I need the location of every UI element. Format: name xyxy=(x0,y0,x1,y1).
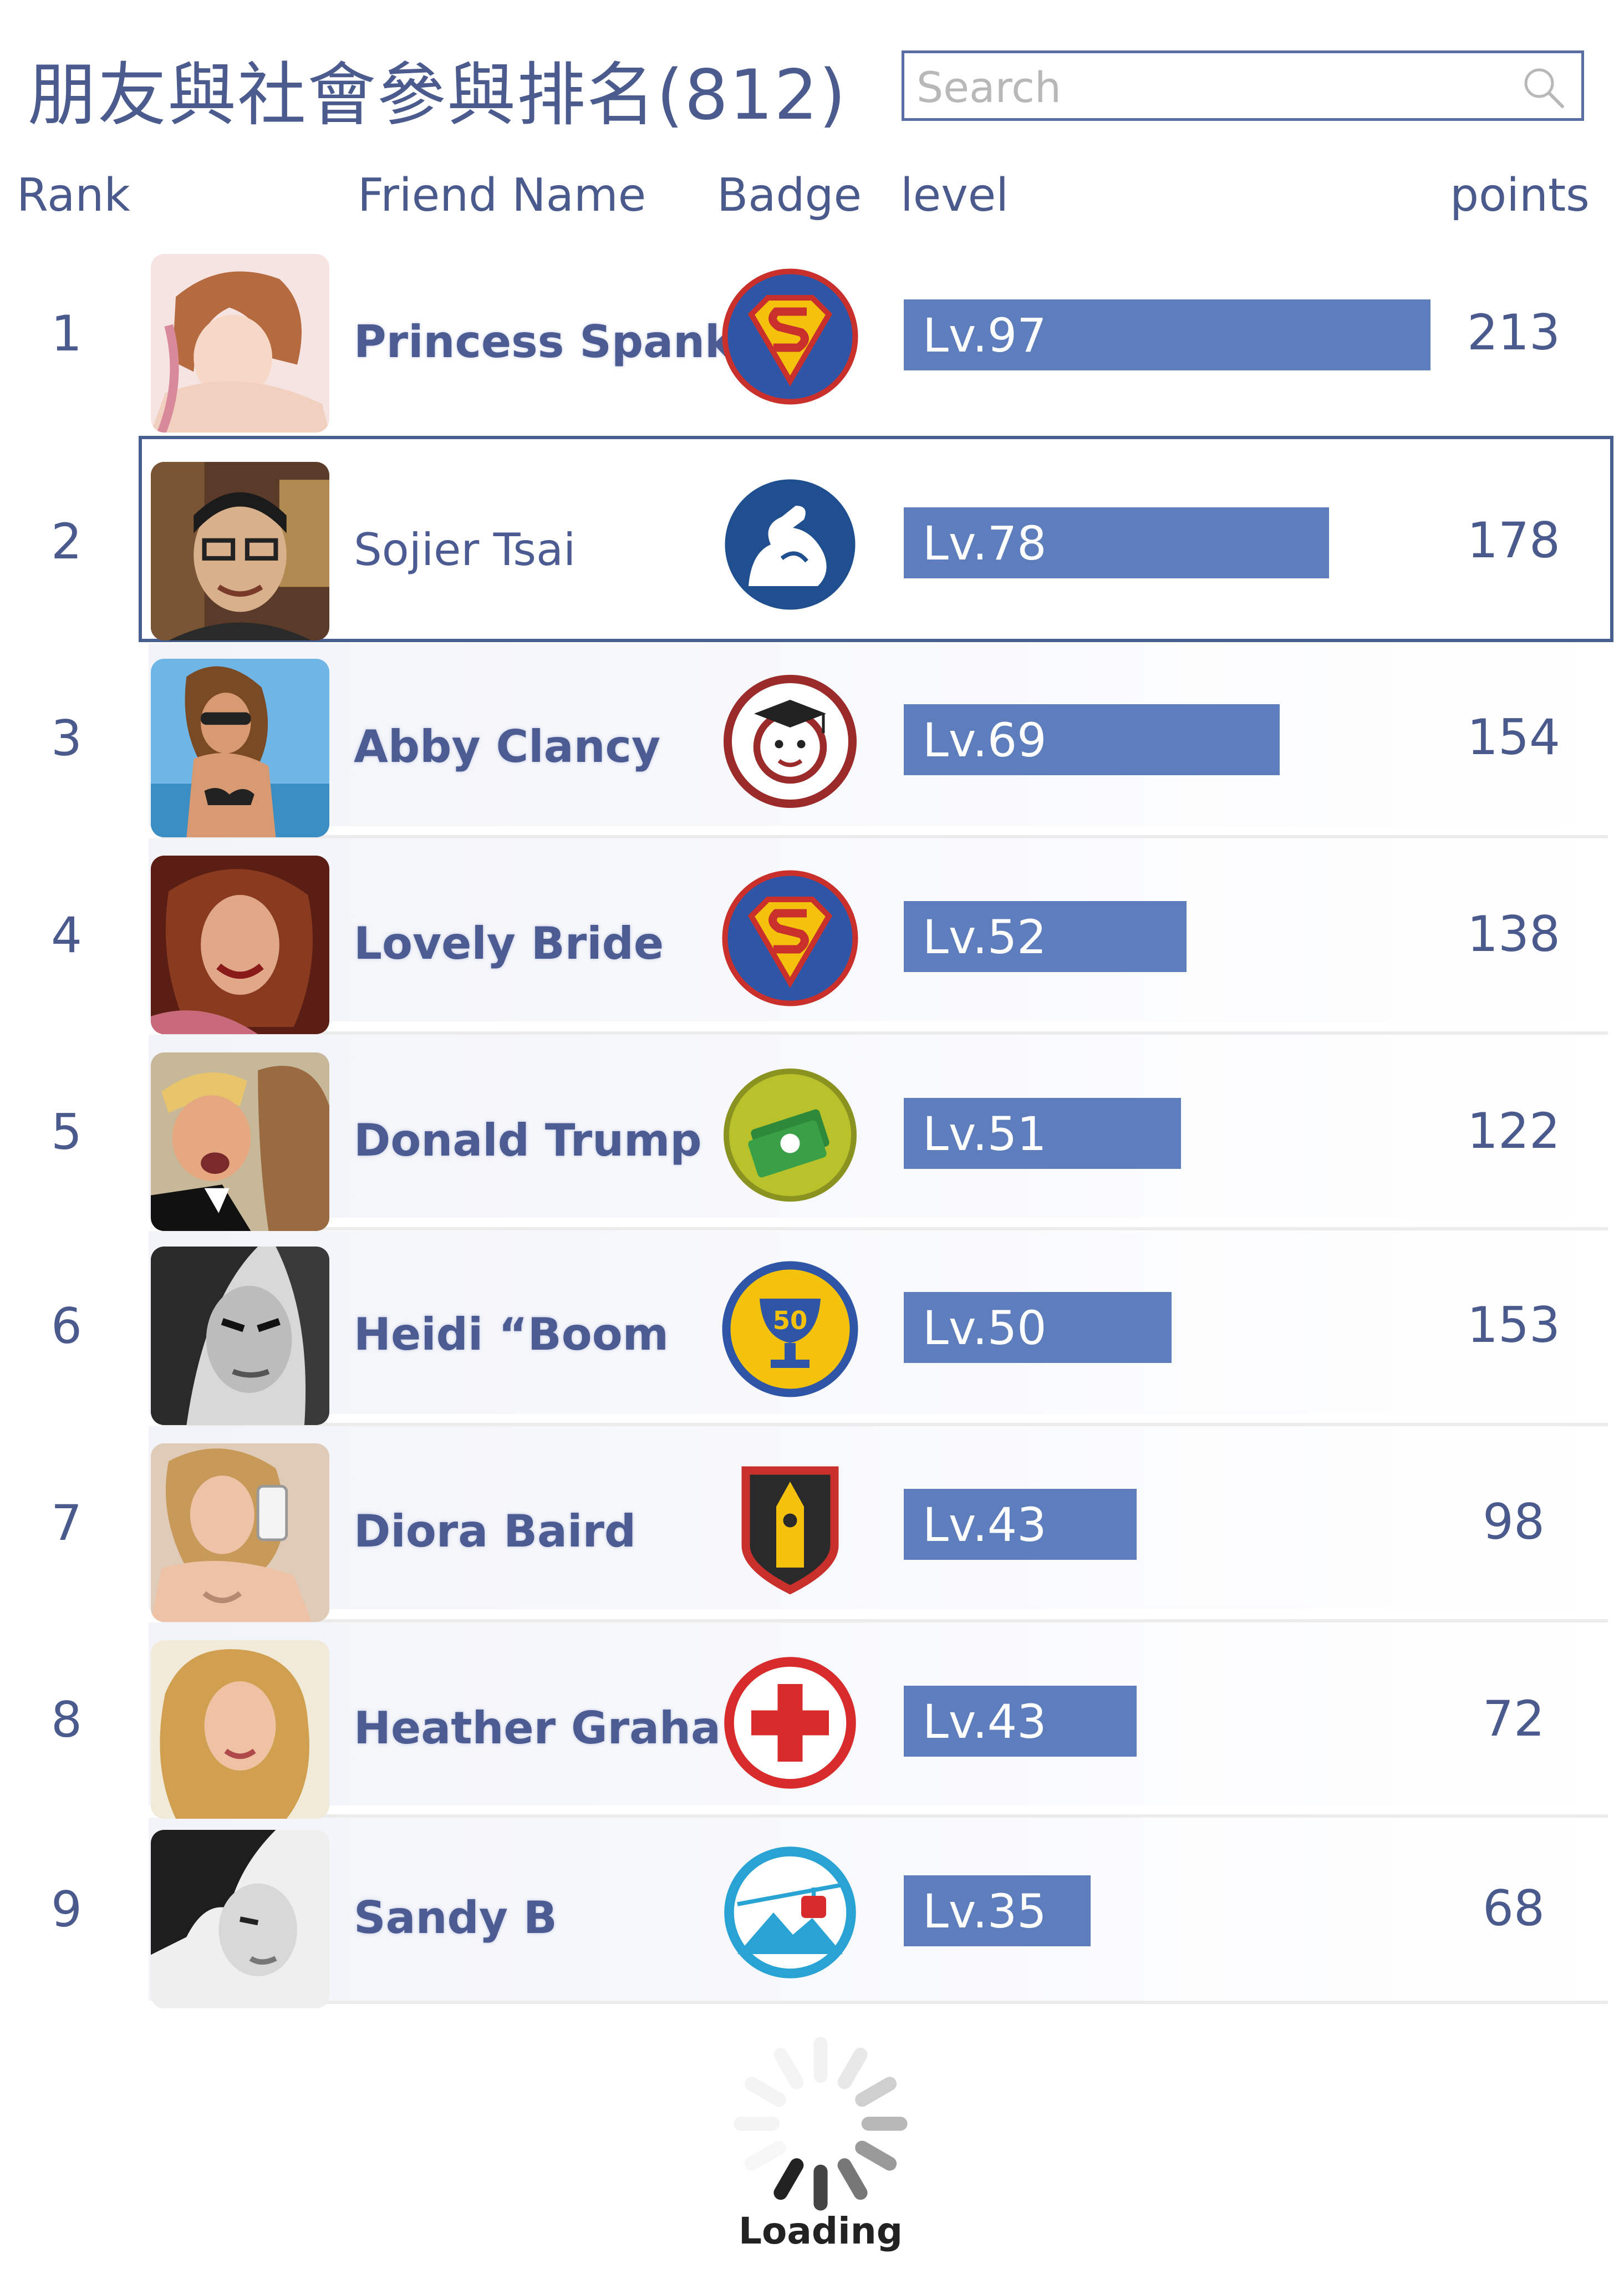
avatar[interactable] xyxy=(151,462,329,640)
red-cross-badge-icon xyxy=(721,1654,859,1792)
level-label: Lv.43 xyxy=(923,1695,1047,1749)
points-value: 122 xyxy=(1467,1102,1560,1159)
trophy-badge-text: 50 xyxy=(773,1306,808,1335)
row-background xyxy=(149,1035,1612,1218)
ranking-row-3[interactable]: 3 Abby Clancy Lv.69 154 xyxy=(0,638,1624,837)
friend-name[interactable]: Sandy B xyxy=(354,1892,557,1944)
friend-name[interactable]: Heidi “Boom xyxy=(354,1309,669,1360)
rank-number: 4 xyxy=(51,907,82,964)
trophy-badge-icon: 50 xyxy=(721,1260,859,1398)
level-bar: Lv.50 xyxy=(904,1292,1172,1363)
rank-number: 9 xyxy=(51,1881,82,1938)
superman-badge-icon xyxy=(721,869,859,1008)
ranking-row-4[interactable]: 4 Lovely Bride Lv.52 138 xyxy=(0,835,1624,1034)
friend-name[interactable]: Abby Clancy xyxy=(354,721,661,772)
cable-car-badge-icon xyxy=(721,1843,859,1982)
column-header-points: points xyxy=(1450,169,1590,222)
friend-name[interactable]: Lovely Bride xyxy=(354,918,664,969)
friend-name[interactable]: Diora Baird xyxy=(354,1505,637,1557)
points-value: 98 xyxy=(1483,1493,1545,1550)
rank-number: 1 xyxy=(51,305,82,362)
avatar[interactable] xyxy=(151,1052,329,1231)
level-bar: Lv.78 xyxy=(904,507,1329,578)
row-divider xyxy=(161,1031,1608,1035)
big-ben-badge-icon xyxy=(721,1457,859,1595)
loading-label: Loading xyxy=(738,2210,903,2252)
level-bar: Lv.52 xyxy=(904,901,1187,972)
row-background xyxy=(149,838,1612,1021)
row-divider xyxy=(161,1227,1608,1230)
rank-number: 7 xyxy=(51,1494,82,1551)
column-header-friend-name: Friend Name xyxy=(358,169,646,222)
row-background xyxy=(149,1622,1612,1805)
row-background xyxy=(149,1231,1612,1414)
money-badge-icon xyxy=(721,1066,859,1204)
row-divider xyxy=(161,835,1608,838)
level-label: Lv.78 xyxy=(923,516,1047,571)
points-value: 68 xyxy=(1483,1880,1545,1937)
loading-spinner-icon xyxy=(734,2037,908,2211)
level-bar: Lv.43 xyxy=(904,1686,1137,1757)
level-label: Lv.50 xyxy=(923,1301,1047,1355)
ranking-row-6[interactable]: 6 Heidi “Boom 50 Lv.50 153 xyxy=(0,1225,1624,1425)
avatar[interactable] xyxy=(151,1830,329,2008)
avatar[interactable] xyxy=(151,254,329,433)
muscle-arm-badge-icon xyxy=(721,475,859,614)
rank-number: 5 xyxy=(51,1103,82,1161)
friend-name[interactable]: Princess Spanky xyxy=(354,316,763,368)
level-bar: Lv.35 xyxy=(904,1875,1091,1946)
points-value: 213 xyxy=(1467,304,1560,361)
rank-number: 6 xyxy=(51,1298,82,1355)
ranking-row-8[interactable]: 8 Heather Graha Lv.43 72 xyxy=(0,1619,1624,1819)
level-label: Lv.35 xyxy=(923,1884,1047,1939)
row-divider xyxy=(161,1619,1608,1622)
avatar[interactable] xyxy=(151,856,329,1034)
friend-name[interactable]: Donald Trump xyxy=(354,1115,702,1166)
points-value: 138 xyxy=(1467,906,1560,963)
avatar[interactable] xyxy=(151,1247,329,1425)
level-label: Lv.51 xyxy=(923,1107,1047,1161)
avatar[interactable] xyxy=(151,1443,329,1622)
search-box[interactable] xyxy=(902,50,1584,121)
row-divider xyxy=(161,2001,1608,2004)
row-divider xyxy=(161,1814,1608,1818)
points-value: 72 xyxy=(1483,1690,1545,1747)
ranking-row-9[interactable]: 9 Sandy B Lv.35 68 xyxy=(0,1809,1624,2008)
search-icon[interactable] xyxy=(1520,64,1567,111)
row-background xyxy=(149,1818,1612,2001)
level-bar: Lv.43 xyxy=(904,1489,1137,1560)
ranking-row-5[interactable]: 5 Donald Trump Lv.51 122 xyxy=(0,1031,1624,1231)
rank-number: 2 xyxy=(51,513,82,570)
graduate-face-badge-icon xyxy=(721,672,859,811)
rank-number: 3 xyxy=(51,710,82,767)
search-input[interactable] xyxy=(915,59,1500,115)
selected-row-highlight xyxy=(139,436,1613,642)
level-label: Lv.69 xyxy=(923,713,1047,767)
avatar[interactable] xyxy=(151,659,329,837)
page-title: 朋友與社會參與排名(812) xyxy=(28,55,847,135)
superman-badge-icon xyxy=(721,267,859,406)
row-background xyxy=(149,1426,1612,1609)
level-bar: Lv.69 xyxy=(904,704,1280,775)
column-header-rank: Rank xyxy=(17,169,130,222)
ranking-row-1[interactable]: 1 Princess Spanky Lv.97 213 xyxy=(0,233,1624,433)
row-divider xyxy=(161,1423,1608,1426)
level-bar: Lv.51 xyxy=(904,1098,1181,1169)
friend-name[interactable]: Sojier Tsai xyxy=(354,524,576,576)
column-header-level: level xyxy=(900,169,1009,222)
friend-name[interactable]: Heather Graha xyxy=(354,1702,721,1754)
ranking-row-7[interactable]: 7 Diora Baird Lv.43 98 xyxy=(0,1422,1624,1622)
ranking-row-2[interactable]: 2 Sojier Tsai Lv.78 178 xyxy=(0,441,1624,640)
points-value: 178 xyxy=(1467,512,1560,569)
level-label: Lv.97 xyxy=(923,308,1047,363)
points-value: 154 xyxy=(1467,709,1560,766)
column-header-badge: Badge xyxy=(717,169,862,222)
level-label: Lv.52 xyxy=(923,910,1047,964)
avatar[interactable] xyxy=(151,1640,329,1819)
points-value: 153 xyxy=(1467,1296,1560,1354)
level-bar: Lv.97 xyxy=(904,299,1430,370)
row-background xyxy=(149,643,1612,826)
rank-number: 8 xyxy=(51,1691,82,1748)
level-label: Lv.43 xyxy=(923,1498,1047,1552)
